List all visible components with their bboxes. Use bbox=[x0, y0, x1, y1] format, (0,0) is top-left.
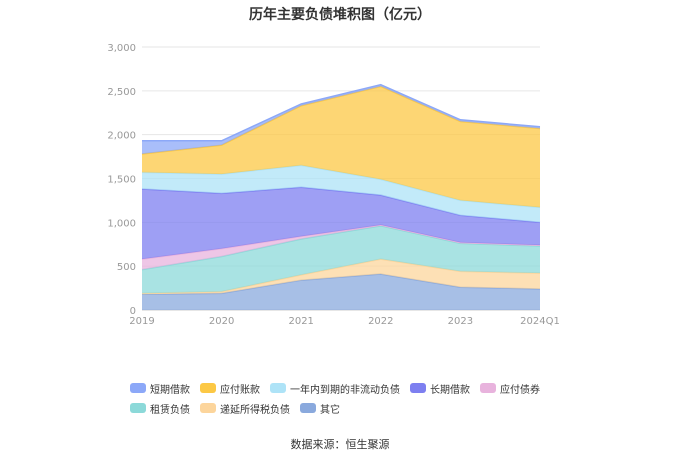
legend-item[interactable]: 递延所得税负债 bbox=[200, 401, 290, 416]
legend-item[interactable]: 一年内到期的非流动负债 bbox=[270, 381, 400, 396]
legend-item[interactable]: 长期借款 bbox=[410, 381, 470, 396]
legend-label: 递延所得税负债 bbox=[220, 404, 290, 416]
y-tick-label: 2,500 bbox=[107, 87, 136, 98]
legend-label: 短期借款 bbox=[150, 384, 190, 396]
legend-item[interactable]: 租赁负债 bbox=[130, 401, 190, 416]
legend-item[interactable]: 应付账款 bbox=[200, 381, 260, 396]
y-tick-label: 0 bbox=[130, 306, 136, 317]
y-tick-label: 500 bbox=[117, 262, 136, 273]
x-tick-label: 2020 bbox=[209, 316, 234, 327]
legend-row: 租赁负债 递延所得税负债 其它 bbox=[130, 398, 570, 418]
y-tick-label: 3,000 bbox=[107, 43, 136, 54]
y-tick-label: 1,000 bbox=[107, 218, 136, 229]
area-短期借款 bbox=[142, 84, 540, 154]
area-长期借款 bbox=[142, 187, 540, 260]
legend-swatch bbox=[130, 403, 146, 413]
chart-title: 历年主要负债堆积图（亿元） bbox=[249, 7, 431, 23]
area-租赁负债 bbox=[142, 225, 540, 294]
legend-label: 一年内到期的非流动负债 bbox=[290, 384, 400, 396]
area-其它 bbox=[142, 274, 540, 310]
legend-label: 应付债券 bbox=[500, 384, 540, 396]
series-line-应付账款 bbox=[141, 85, 541, 155]
legend-item[interactable]: 短期借款 bbox=[130, 381, 190, 396]
chart-legend: 短期借款 应付账款 一年内到期的非流动负债 长期借款 应付债券 租赁负债 递延所得税负债 其… bbox=[130, 378, 570, 418]
legend-item[interactable]: 其它 bbox=[300, 401, 340, 416]
legend-item[interactable]: 应付债券 bbox=[480, 381, 540, 396]
legend-swatch bbox=[300, 403, 316, 413]
legend-swatch bbox=[200, 383, 216, 393]
y-tick-label: 1,500 bbox=[107, 175, 136, 186]
legend-label: 其它 bbox=[320, 404, 340, 416]
x-tick-label: 2019 bbox=[129, 316, 154, 327]
x-tick-label: 2023 bbox=[448, 316, 473, 327]
legend-row: 短期借款 应付账款 一年内到期的非流动负债 长期借款 应付债券 bbox=[130, 378, 570, 398]
x-tick-label: 2022 bbox=[368, 316, 393, 327]
area-应付账款 bbox=[142, 86, 540, 208]
legend-label: 长期借款 bbox=[430, 384, 470, 396]
area-一年内到期的非流动负债 bbox=[142, 165, 540, 223]
series-line-一年内到期的非流动负债 bbox=[141, 164, 541, 209]
area-递延所得税负债 bbox=[142, 259, 540, 295]
legend-swatch bbox=[270, 383, 286, 393]
legend-swatch bbox=[130, 383, 146, 393]
series-line-短期借款 bbox=[142, 83, 541, 142]
y-tick-label: 2,000 bbox=[107, 131, 136, 142]
legend-swatch bbox=[410, 383, 426, 393]
legend-label: 租赁负债 bbox=[150, 404, 190, 416]
legend-swatch bbox=[480, 383, 496, 393]
legend-label: 应付账款 bbox=[220, 384, 260, 396]
legend-swatch bbox=[200, 403, 216, 413]
x-tick-label: 2021 bbox=[288, 316, 313, 327]
data-source-note: 数据来源：恒生聚源 bbox=[290, 438, 390, 451]
x-tick-label: 2024Q1 bbox=[520, 316, 560, 327]
